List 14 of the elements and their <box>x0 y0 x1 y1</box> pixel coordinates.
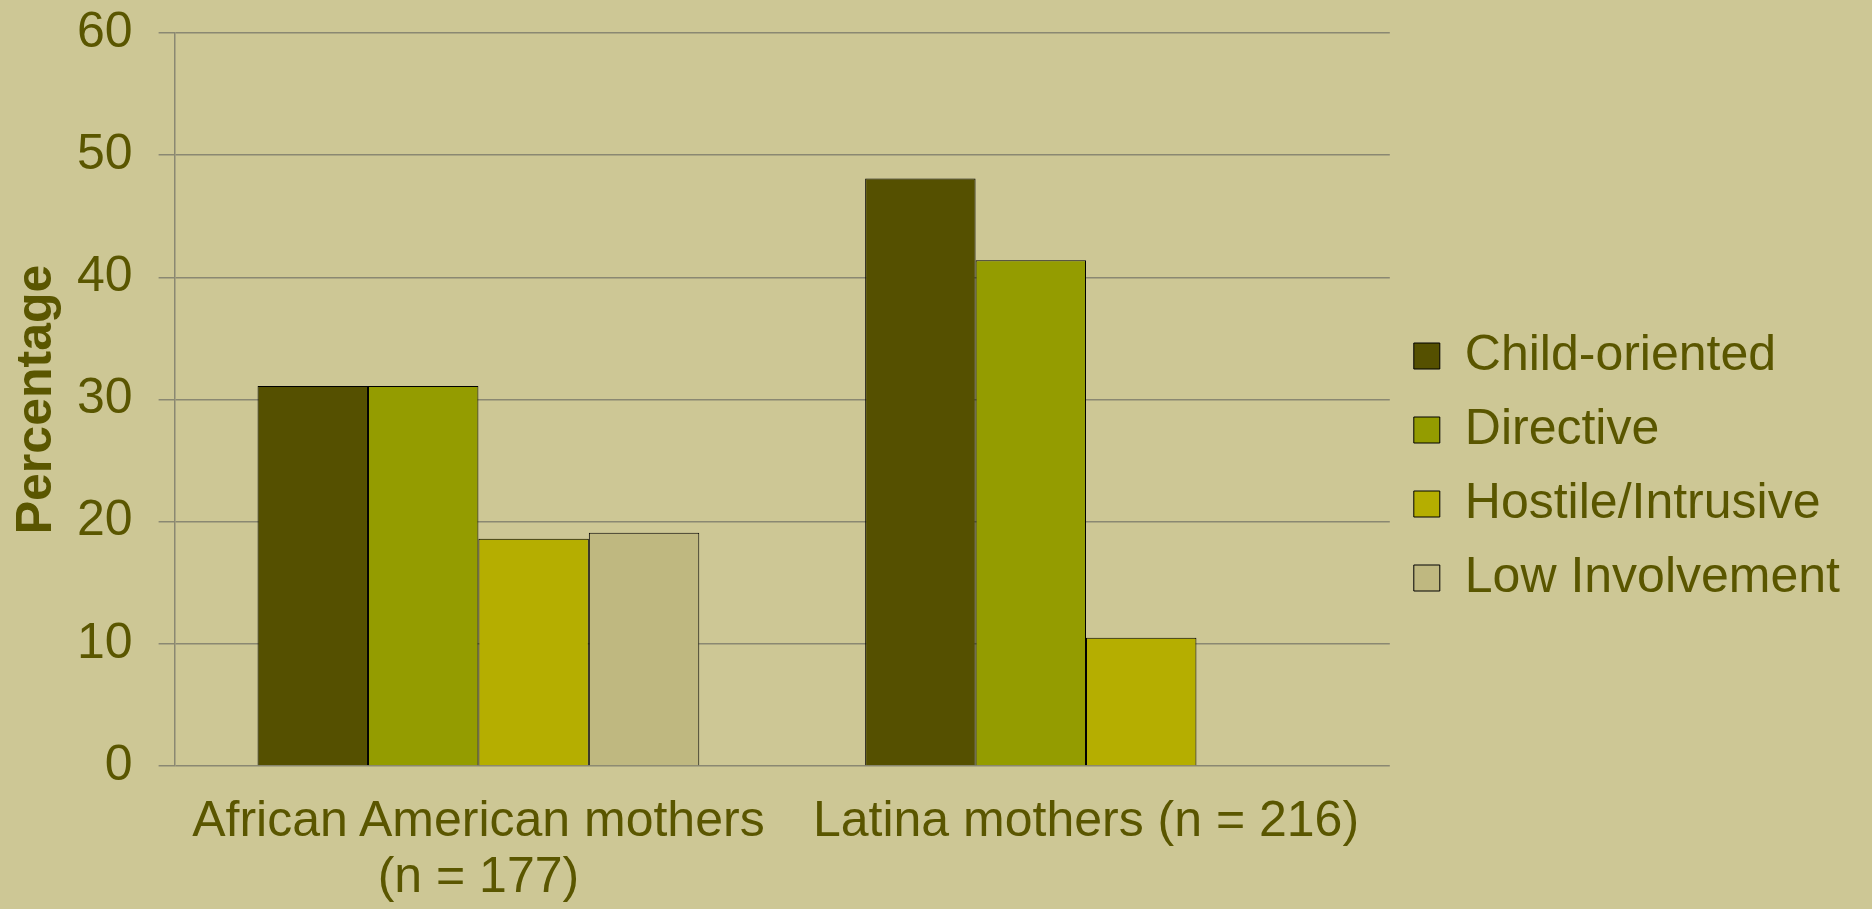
x-tick-label: Latina mothers (n = 216) <box>812 790 1360 847</box>
y-tick-label: 0 <box>104 734 133 791</box>
y-tick-label: 20 <box>76 490 133 547</box>
x-tick-label: African American mothers (n = 177) <box>192 790 765 903</box>
legend-label: Child-oriented <box>1464 324 1777 381</box>
legend-label: Hostile/Intrusive <box>1464 472 1821 529</box>
y-tick-label: 10 <box>76 612 133 669</box>
y-tick-label: 50 <box>76 123 133 180</box>
legend-label: Directive <box>1464 398 1660 455</box>
legend-label: Low Involvement <box>1464 546 1841 603</box>
y-tick-label: 30 <box>76 368 133 425</box>
y-axis-title: Percentage <box>5 264 62 535</box>
y-tick-label: 40 <box>76 246 133 303</box>
y-tick-label: 60 <box>76 1 133 58</box>
